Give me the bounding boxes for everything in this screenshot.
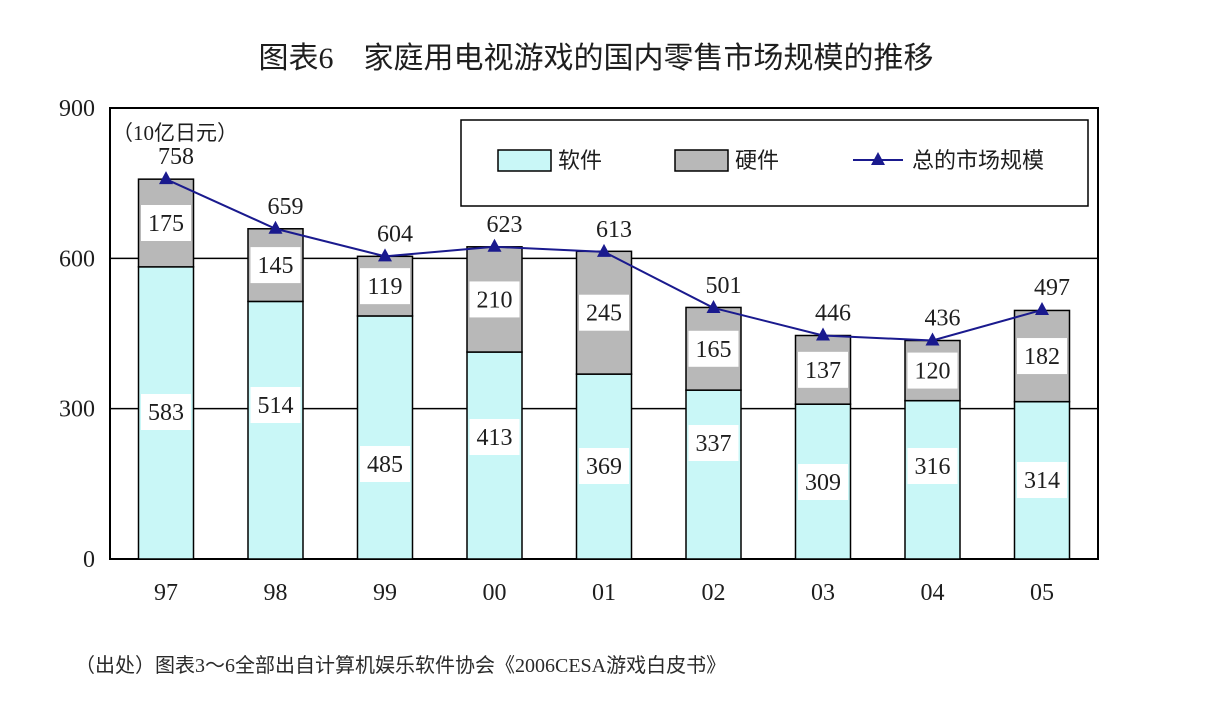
total-marker-00 [487, 238, 502, 252]
label-box-software-97 [141, 394, 191, 430]
legend-marker-total [871, 152, 885, 165]
value-label-hardware-99: 119 [367, 274, 402, 300]
value-label-software-03: 309 [805, 470, 841, 496]
legend-swatch-software [497, 149, 552, 172]
label-box-software-01 [579, 448, 629, 484]
total-marker-99 [378, 248, 392, 262]
label-box-hardware-04 [907, 352, 958, 389]
x-tick-label-97: 97 [154, 580, 178, 606]
value-label-hardware-00: 210 [477, 287, 513, 313]
label-box-software-04 [907, 448, 958, 484]
label-box-hardware-05 [1017, 338, 1067, 375]
label-box-software-99 [360, 446, 410, 482]
source-footnote: （出处）图表3～6全部出自计算机娱乐软件协会《2006CESA游戏白皮书》 [75, 654, 726, 677]
value-label-software-04: 316 [915, 454, 951, 480]
x-tick-label-02: 02 [702, 580, 726, 606]
bar-software-00 [466, 351, 523, 560]
total-marker-97 [159, 171, 173, 185]
bar-software-99 [356, 315, 414, 560]
total-label-05: 497 [1034, 275, 1070, 301]
bars: 175 583 145 514 119 485 210 413 245 369 165 337 137 3… [137, 178, 1071, 560]
value-label-software-97: 583 [148, 400, 184, 426]
label-box-software-02 [688, 425, 739, 461]
total-marker-05 [1035, 301, 1049, 315]
label-box-hardware-97 [141, 205, 191, 242]
x-tick-label-03: 03 [811, 580, 835, 606]
bar-software-98 [247, 300, 304, 560]
y-axis-tick-labels: 0 300 600 900 [59, 96, 95, 573]
total-label-97: 758 [158, 144, 194, 170]
x-tick-label-99: 99 [373, 580, 397, 606]
label-box-software-05 [1017, 462, 1067, 498]
value-label-software-98: 514 [258, 393, 294, 419]
label-box-hardware-01 [579, 294, 629, 331]
x-tick-label-98: 98 [264, 580, 288, 606]
value-label-software-01: 369 [586, 454, 622, 480]
x-axis-tick-labels: 97 98 99 00 01 02 03 04 05 [154, 580, 1054, 606]
value-label-hardware-05: 182 [1024, 344, 1060, 370]
legend-label-software: 软件 [558, 148, 602, 173]
value-label-hardware-01: 245 [586, 301, 622, 327]
y-tick-label-0: 0 [83, 547, 95, 573]
value-label-software-02: 337 [696, 431, 732, 457]
total-label-98: 659 [268, 194, 304, 220]
total-label-99: 604 [377, 221, 413, 247]
total-marker-01 [597, 243, 611, 257]
value-label-software-05: 314 [1024, 468, 1060, 494]
label-box-hardware-00 [469, 281, 520, 318]
legend-box [460, 119, 1089, 207]
total-marker-98 [268, 220, 283, 234]
value-label-hardware-03: 137 [805, 358, 841, 384]
x-tick-label-00: 00 [483, 580, 507, 606]
label-box-hardware-02 [688, 330, 739, 367]
legend-label-hardware: 硬件 [735, 148, 779, 173]
total-label-02: 501 [706, 273, 742, 299]
y-axis-unit-label: （10亿日元） [112, 121, 238, 145]
value-label-hardware-02: 165 [696, 337, 732, 363]
label-box-hardware-98 [250, 247, 301, 284]
value-label-hardware-98: 145 [258, 253, 294, 279]
total-marker-03 [816, 327, 830, 341]
label-box-software-03 [798, 464, 848, 500]
x-tick-label-01: 01 [592, 580, 616, 606]
total-marker-02 [706, 299, 721, 313]
label-box-hardware-99 [360, 268, 410, 305]
total-label-03: 446 [815, 301, 851, 327]
value-label-software-00: 413 [477, 425, 513, 451]
y-tick-label-600: 600 [59, 246, 95, 272]
total-label-00: 623 [487, 212, 523, 238]
legend: 软件 硬件 总的市场规模 [460, 119, 1089, 207]
label-box-software-00 [469, 419, 520, 455]
y-tick-label-300: 300 [59, 397, 95, 423]
legend-label-total: 总的市场规模 [912, 148, 1044, 173]
legend-swatch-hardware [674, 149, 729, 172]
chart-title: 图表6 家庭用电视游戏的国内零售市场规模的推移 [259, 42, 934, 75]
bar-software-02 [685, 389, 742, 560]
x-tick-label-04: 04 [921, 580, 945, 606]
value-label-software-99: 485 [367, 452, 403, 478]
label-box-hardware-03 [798, 351, 848, 388]
total-label-04: 436 [925, 306, 961, 332]
value-label-hardware-04: 120 [915, 359, 951, 385]
total-label-01: 613 [596, 217, 632, 243]
y-tick-label-900: 900 [59, 96, 95, 122]
x-tick-label-05: 05 [1030, 580, 1054, 606]
total-marker-04 [925, 332, 940, 346]
label-box-software-98 [250, 387, 301, 423]
total-market-series: 758 659 604 623 613 501 446 436 497 [158, 144, 1070, 346]
value-label-hardware-97: 175 [148, 211, 184, 237]
